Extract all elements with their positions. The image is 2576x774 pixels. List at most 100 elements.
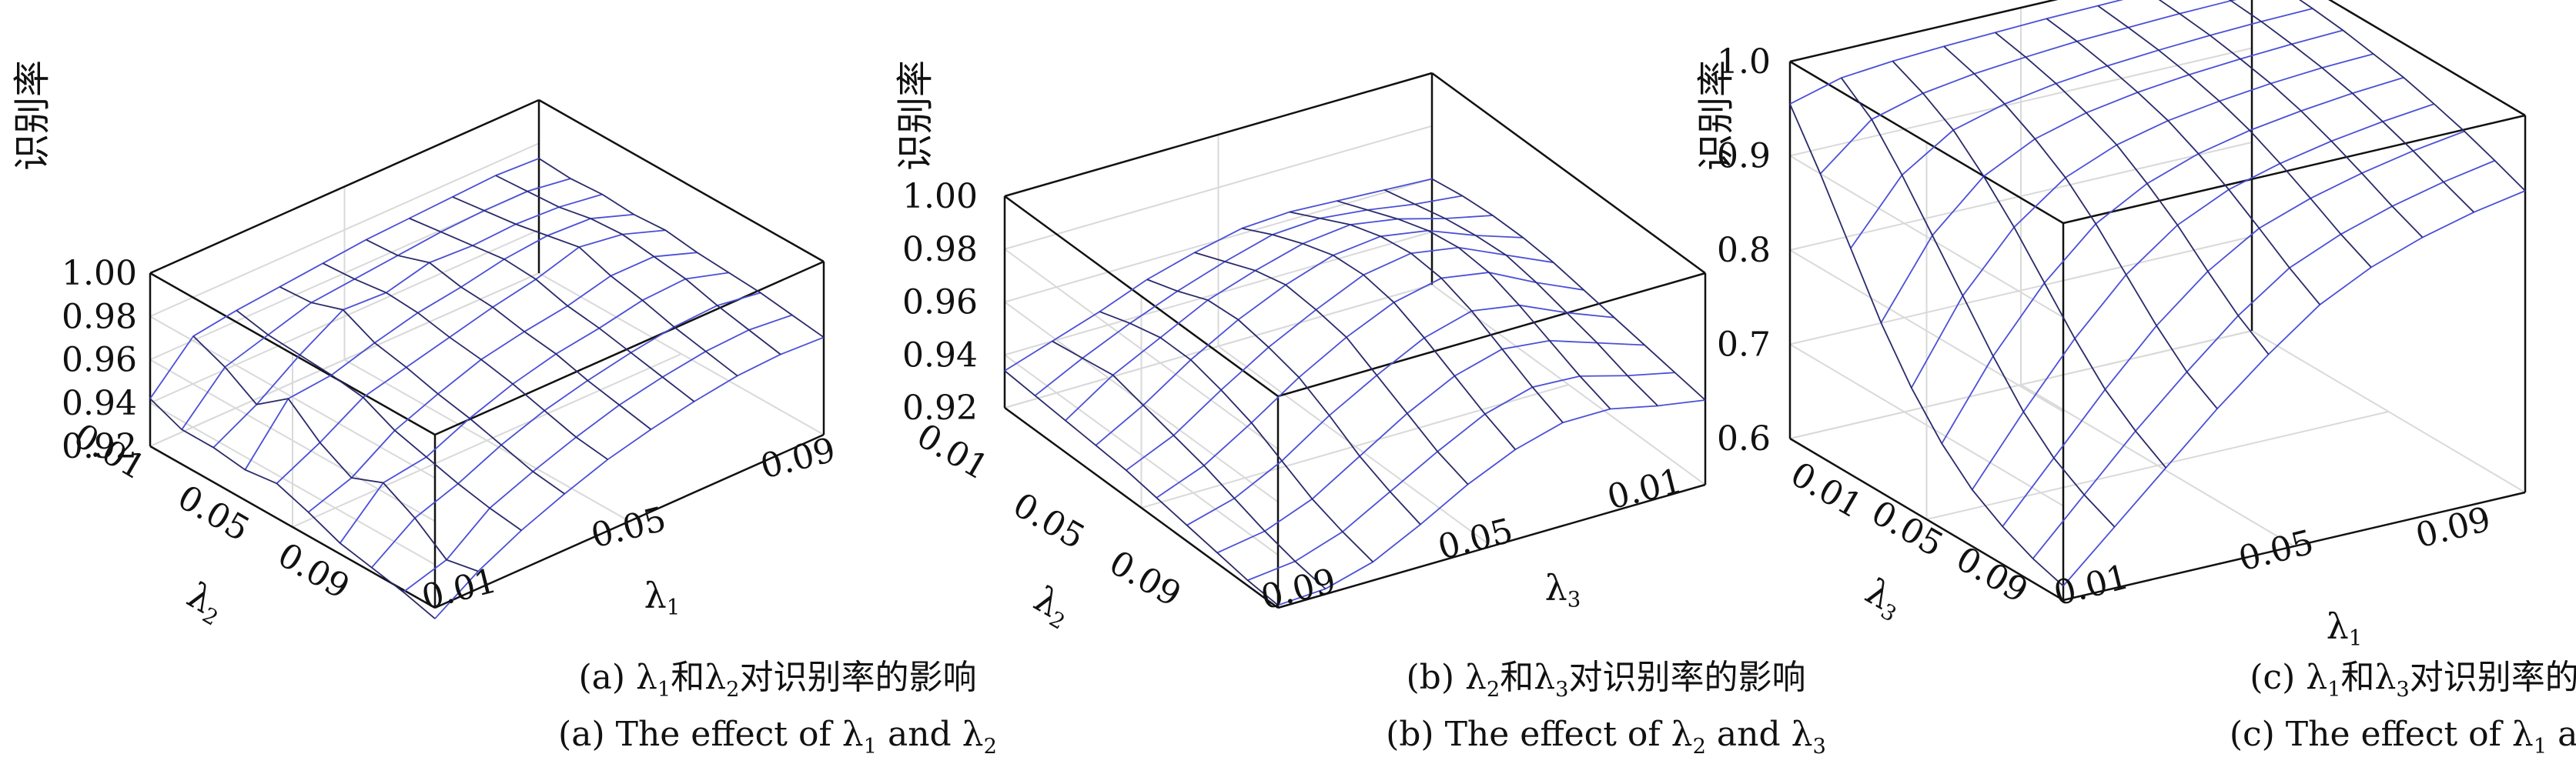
grid-line [292,353,682,528]
surface-row-line [149,158,540,399]
x-tick-label: 0.09 [1257,561,1340,617]
surface-row-line [1910,53,2374,389]
z-tick-label: 0.98 [62,297,137,336]
x-tick-label: 0.05 [2235,522,2317,579]
surface-row-line [1156,272,1584,499]
surface-row-line [1004,178,1433,372]
surface-col-line [1052,340,1326,590]
surface-row-line [1850,8,2313,249]
surface-row-line [1819,0,2237,175]
y-axis-label: λ2 [179,574,233,631]
surface-col-line [1289,211,1564,423]
surface-col-line [192,335,479,572]
axis-frame [1277,272,1706,398]
y-tick-label: 0.05 [1865,493,1949,565]
caption-a-en: (a) The effect of λ1 and λ2 [558,714,997,759]
x-axis-label: λ1 [2327,606,2363,650]
axis-frame [2062,114,2526,225]
caption-c-cn: (c) λ1和λ3对识别率的影响 [2250,658,2576,702]
caption-b: (b) λ2和λ3对识别率的影响 (b) The effect of λ2 an… [1198,656,2014,769]
surface-row-line [339,272,729,544]
surface-row-line [403,314,793,593]
z-tick-label: 1.00 [62,254,137,293]
surface-row-line [1034,195,1463,396]
z-tick-label: 0.96 [62,341,137,380]
z-tick-label: 0.9 [1717,137,1771,176]
surface-col-line [366,239,652,430]
grid-line [1004,284,1433,409]
surface-row-line [2062,190,2526,587]
axis-frame [538,98,825,263]
axis-frame [1277,483,1706,609]
surface-row-line [1941,76,2404,444]
surface-col-line [1004,370,1279,606]
axis-frame [1789,60,2064,225]
surface-row-line [1277,399,1706,606]
surface-row-line [2032,159,2495,559]
x-tick-label: 0.09 [2412,499,2494,555]
x-tick-label: 0.09 [757,430,839,486]
z-tick-label: 0.8 [1717,231,1771,270]
surface-col-line [1840,77,2116,528]
grid-line [1926,411,2389,520]
surface-col-line [1099,311,1373,563]
z-tick-label: 1.00 [902,177,978,216]
caption-a: (a) λ1和λ2对识别率的影响 (a) The effect of λ1 an… [370,656,1186,769]
caption-c-en: (c) The effect of λ1 and λ3 [2229,714,2576,759]
surface-row-line [2002,130,2465,527]
axis-frame [1789,0,2059,63]
surface-row-line [1186,304,1614,526]
axis-frame [1004,406,1279,609]
z-tick-label: 0.94 [62,384,137,423]
surface-col-line [409,217,695,402]
surface-row-line [212,193,603,449]
surface-col-line [2097,5,2372,268]
caption-a-cn: (a) λ1和λ2对识别率的影响 [578,658,977,702]
surface-col-line [1337,200,1611,410]
surface-col-line [1431,178,1706,401]
surface-row-line [1789,0,2124,105]
surface-col-line [1242,227,1517,450]
surface-row-line [434,336,825,619]
surface-col-line [279,286,565,495]
surface-col-line [149,398,436,619]
z-tick-label: 0.98 [902,230,978,269]
surface-col-line [1383,189,1658,407]
z-tick-label: 0.94 [902,335,978,375]
surface-row-line [181,178,571,430]
surface-col-line [2228,0,2474,213]
surface-row-line [1971,103,2434,490]
surface-col-line [2298,0,2526,192]
axis-frame [149,445,436,609]
surface-col-line [1789,103,2064,587]
z-tick-label: 0.7 [1717,325,1771,365]
y-axis-label: λ2 [1025,578,1079,635]
z-axis-label: 识别率 [11,60,54,171]
axis-frame [1004,72,1433,198]
surface-col-line [323,262,608,460]
z-tick-label: 0.96 [902,283,978,322]
surface-row-line [1126,246,1554,471]
caption-b-cn: (b) λ2和λ3对识别率的影响 [1406,658,1806,702]
surface-col-line [1995,32,2270,355]
z-tick-label: 0.92 [902,389,978,428]
axis-frame [2062,491,2526,602]
x-axis-label: λ3 [1545,567,1581,612]
caption-c: (c) λ1和λ3对识别率的影响 (c) The effect of λ1 an… [2040,656,2576,769]
chart-a: 0.92 0.94 0.96 0.98 1.00 识别率 0.01 0.05 0.09 λ2 0.0… [11,60,839,631]
surface-row-line [1095,229,1524,446]
y-tick-label: 0.09 [1949,539,2034,611]
axis-frame [434,260,825,436]
z-tick-label: 0.92 [62,427,137,466]
surface-col-line [1943,45,2218,409]
axis-frame [1789,437,2064,602]
axis-frame [1004,195,1279,398]
y-axis-label: λ3 [1857,570,1911,627]
surface-row-line [244,213,634,471]
surface-row-line [307,252,698,513]
axis-frame [149,98,540,275]
x-tick-label: 0.05 [1434,511,1517,567]
surface-col-line [2158,0,2424,239]
